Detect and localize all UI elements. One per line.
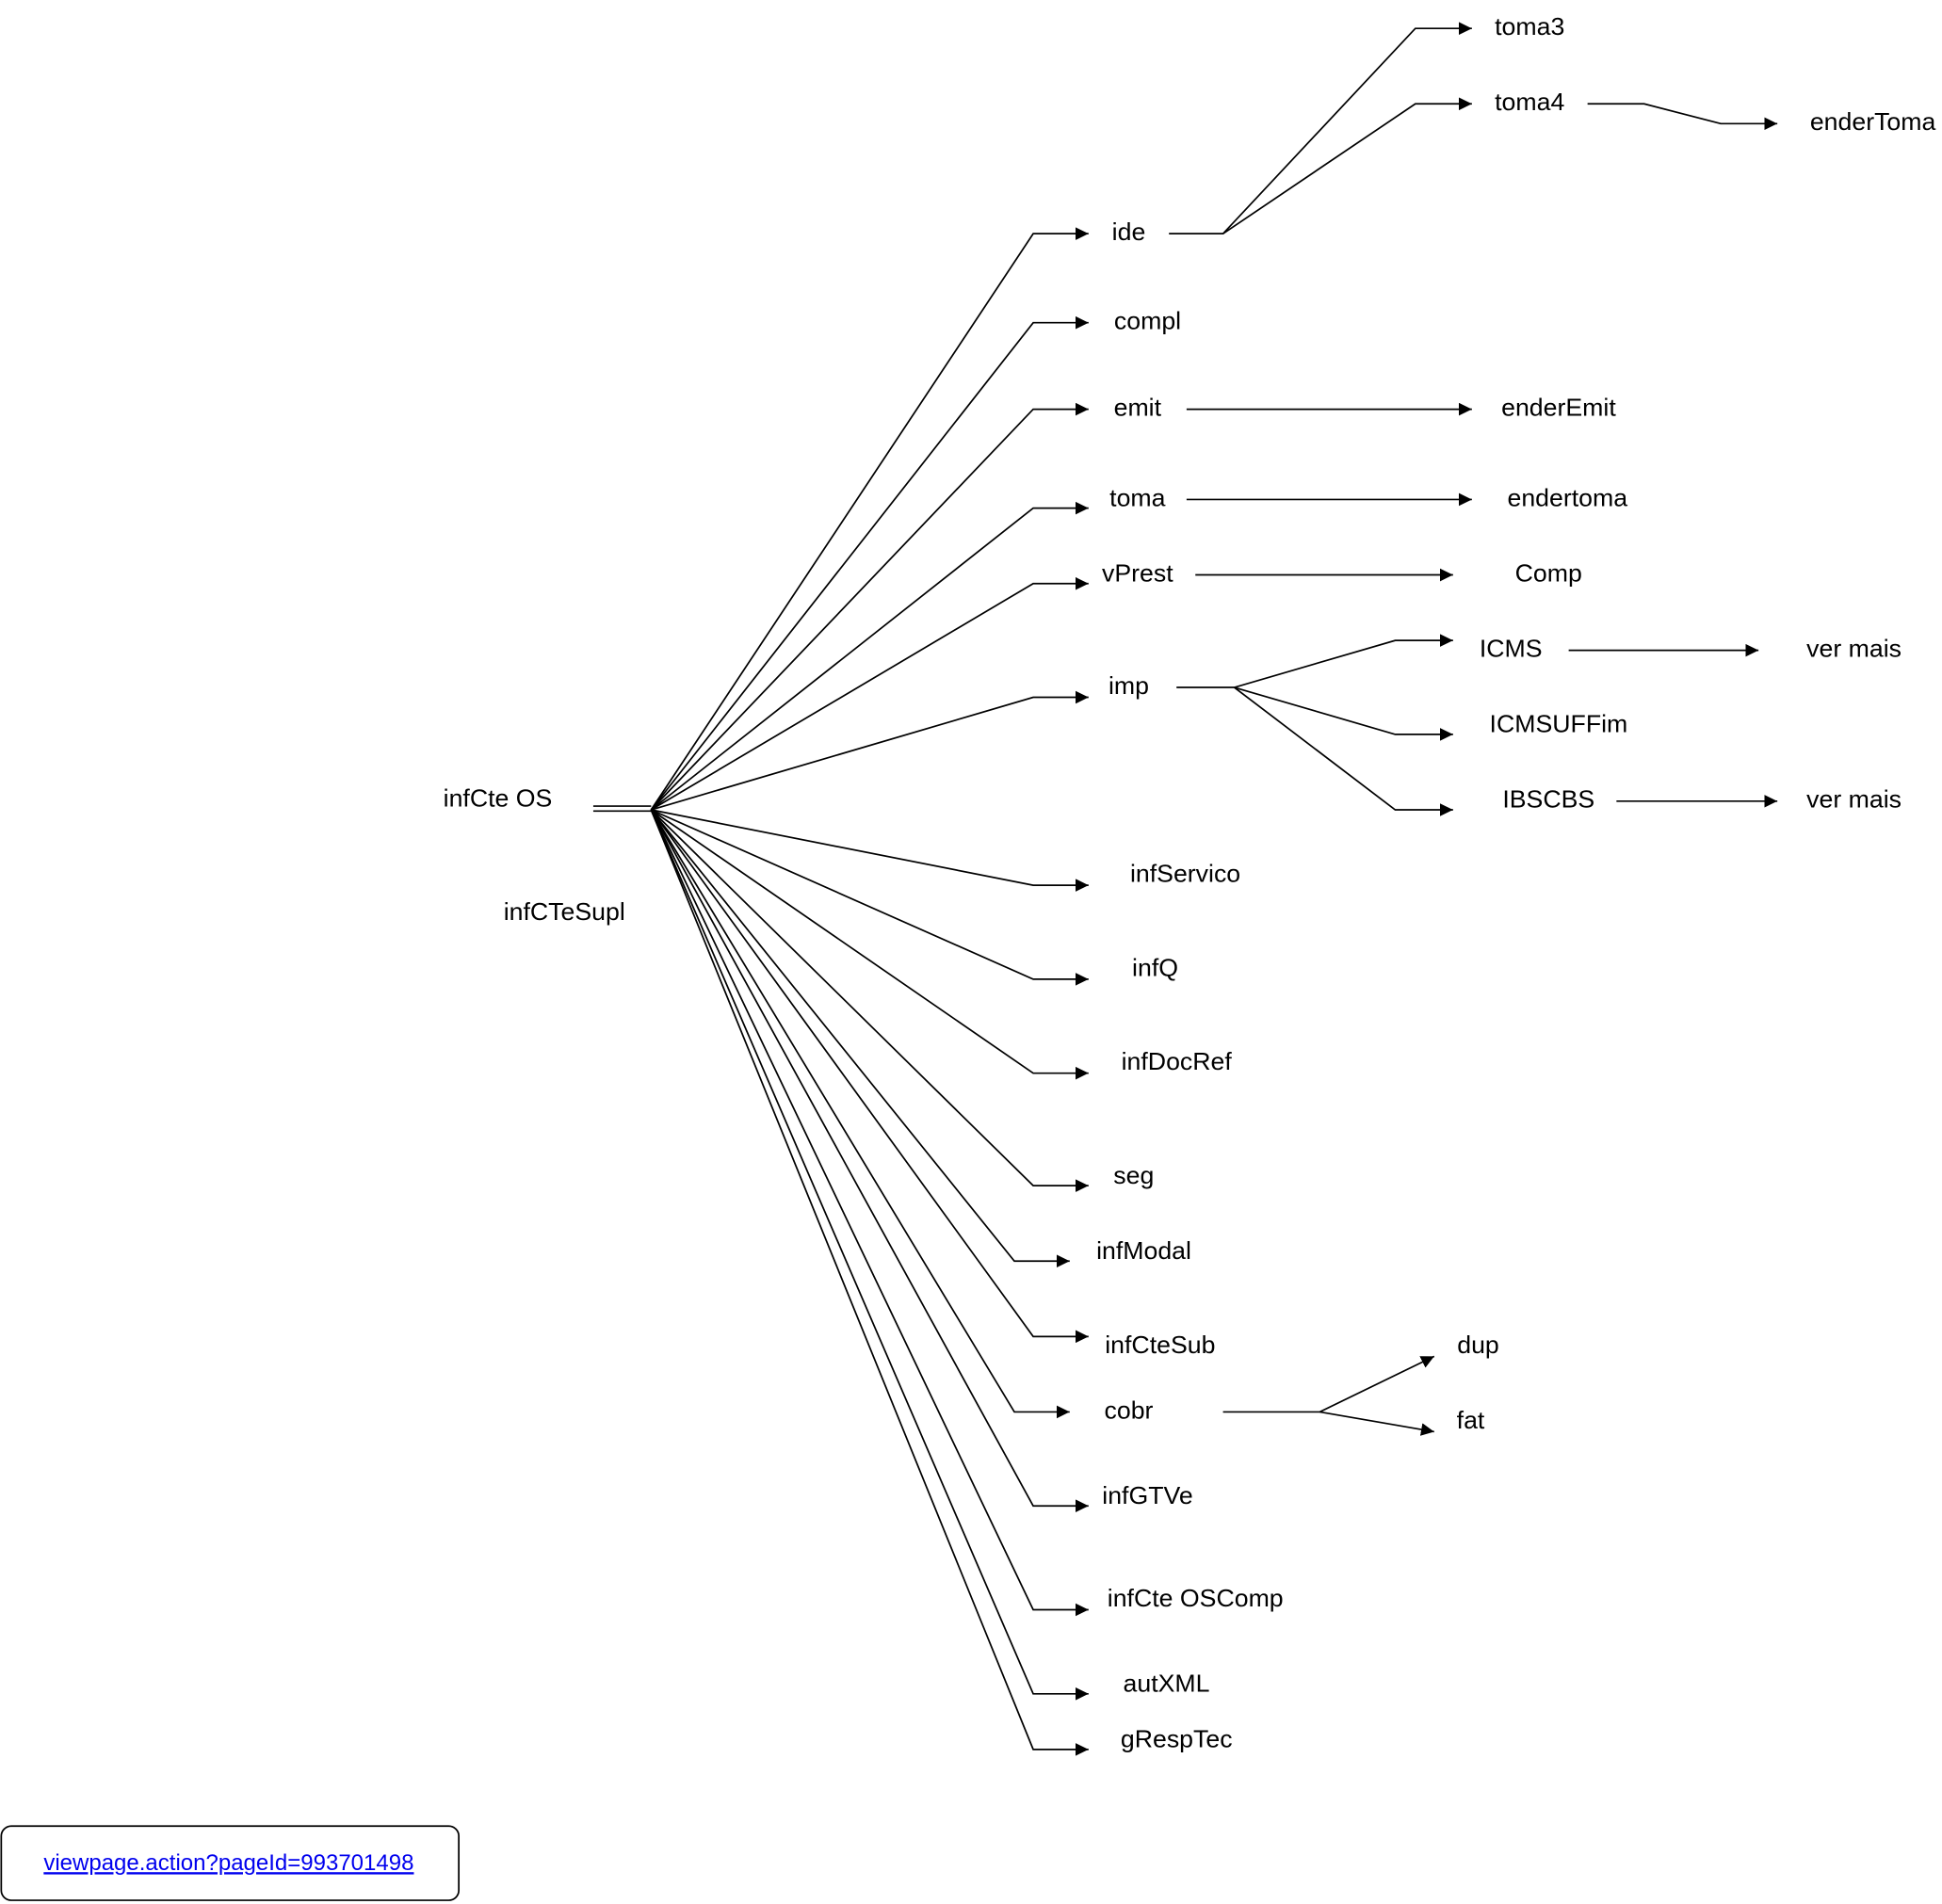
arrow	[650, 576, 1089, 811]
node-label: ide	[1112, 218, 1146, 246]
node-label: cobr	[1105, 1396, 1154, 1425]
node-label: toma4	[1495, 88, 1564, 116]
node-label: infModal	[1096, 1236, 1191, 1265]
node-label: imp	[1109, 671, 1149, 700]
arrow	[650, 809, 1070, 1419]
arrow	[1222, 97, 1472, 234]
node-label: infGTVe	[1102, 1481, 1192, 1509]
arrow	[651, 809, 1089, 892]
arrow	[1319, 1411, 1434, 1436]
arrow	[650, 809, 1089, 1617]
node-label: infCte OSComp	[1108, 1584, 1284, 1612]
node-label: ICMSUFFim	[1490, 710, 1628, 738]
arrow	[650, 501, 1089, 811]
node-label: seg	[1113, 1161, 1154, 1189]
arrow	[650, 809, 1089, 1756]
node-label: endertoma	[1507, 484, 1627, 512]
edges	[592, 22, 1778, 1756]
arrow	[1176, 634, 1453, 688]
arrow	[650, 809, 1089, 1192]
node-label: infDocRef	[1122, 1047, 1233, 1075]
node-label: infCteSub	[1105, 1331, 1215, 1359]
arrow	[650, 809, 1089, 1344]
node-label: IBSCBS	[1502, 785, 1594, 814]
node-label: compl	[1114, 307, 1181, 335]
arrow	[650, 809, 1089, 986]
node-label: enderEmit	[1501, 394, 1616, 422]
arrow	[1234, 686, 1453, 816]
arrow	[650, 809, 1070, 1268]
node-label: fat	[1457, 1406, 1485, 1434]
node-label: dup	[1457, 1331, 1499, 1359]
arrow	[1222, 1355, 1435, 1413]
node-label: infServico	[1130, 860, 1240, 888]
arrow	[651, 690, 1089, 811]
node-label: ICMS	[1480, 635, 1543, 663]
link-text[interactable]: viewpage.action?pageId=993701498	[43, 1850, 413, 1876]
node-label: infCTeSupl	[504, 897, 625, 926]
link-box	[0, 1825, 461, 1901]
node-label: autXML	[1124, 1670, 1210, 1698]
node-label: infQ	[1132, 954, 1178, 982]
link[interactable]: viewpage.action?pageId=993701498	[43, 1850, 413, 1876]
node-label: Comp	[1515, 559, 1582, 588]
arrow	[650, 315, 1089, 811]
arrow	[650, 809, 1089, 1080]
node-label: emit	[1114, 394, 1162, 422]
arrow	[650, 402, 1089, 811]
arrow	[650, 809, 1089, 1701]
arrow	[650, 809, 1089, 1513]
arrow	[1234, 686, 1453, 741]
arrow	[1587, 103, 1778, 131]
arrow	[1169, 22, 1472, 235]
node-label: enderToma	[1810, 107, 1936, 136]
node-label: vPrest	[1102, 559, 1173, 588]
arrow	[650, 227, 1089, 811]
node-label: gRespTec	[1121, 1725, 1233, 1753]
node-label: infCte OS	[444, 784, 553, 813]
node-label: toma	[1109, 484, 1166, 512]
node-label: ver mais	[1806, 785, 1902, 814]
node-label: ver mais	[1806, 635, 1902, 663]
node-label: toma3	[1495, 12, 1564, 40]
